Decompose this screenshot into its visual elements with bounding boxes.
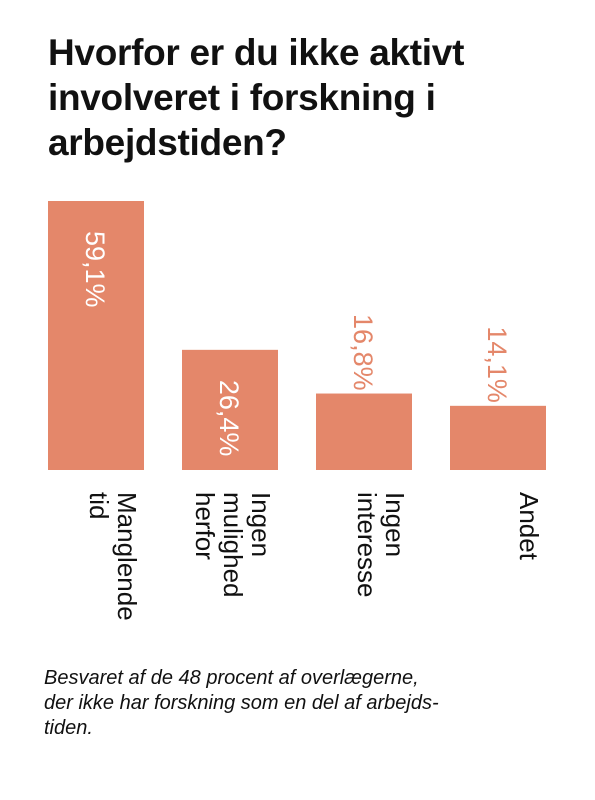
category-label-2-line-1: Ingen (246, 492, 276, 557)
category-label-1-line-1: Manglende (112, 492, 142, 621)
chart-title-line-2: involveret i forskning i (48, 77, 436, 118)
category-label-2-line-3: herfor (190, 492, 220, 560)
category-label-4-line-1: Andet (514, 492, 544, 561)
chart-caption: Besvaret af de 48 procent af overlægerne… (44, 666, 564, 741)
caption-line-1: Besvaret af de 48 procent af overlægerne… (44, 667, 419, 689)
value-label-4: 14,1% (482, 326, 512, 403)
category-label-2-line-2: mulighed (218, 492, 248, 598)
bar-4 (450, 405, 546, 470)
chart-title-line-3: arbejdstiden? (48, 122, 287, 163)
value-label-3: 16,8% (348, 314, 378, 391)
value-label-1: 59,1% (80, 231, 110, 308)
bar-2 (182, 349, 278, 470)
chart-title: Hvorfor er du ikke aktivt involveret i f… (48, 30, 568, 165)
category-label-1-line-2: tid (84, 492, 114, 519)
category-label-3-line-1: Ingen (380, 492, 410, 557)
bar-3 (316, 393, 412, 470)
category-label-3-line-2: interesse (352, 492, 382, 598)
bar-chart: 59,1%Manglendetid26,4%Ingenmulighedherfo… (48, 201, 546, 621)
chart-title-line-1: Hvorfor er du ikke aktivt (48, 32, 465, 73)
caption-line-3: tiden. (44, 717, 93, 739)
value-label-2: 26,4% (214, 380, 244, 457)
bar-1 (48, 201, 144, 470)
caption-line-2: der ikke har forskning som en del af arb… (44, 692, 439, 714)
